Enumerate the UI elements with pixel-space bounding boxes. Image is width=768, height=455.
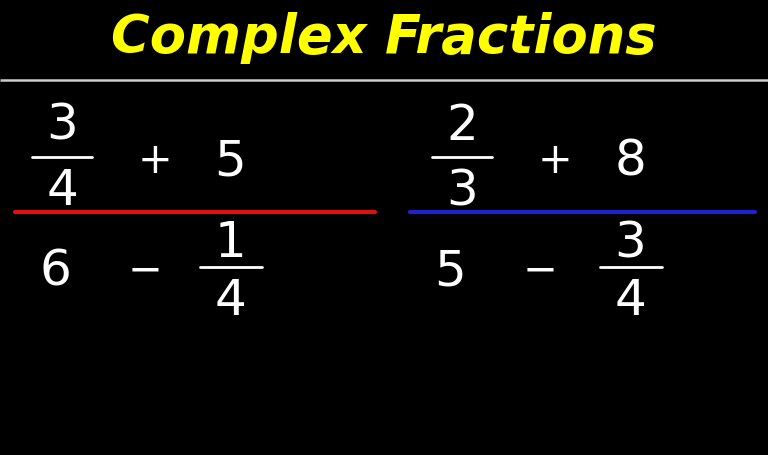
- Text: +: +: [137, 140, 172, 182]
- Text: +: +: [538, 140, 572, 182]
- Text: 2: 2: [446, 102, 478, 150]
- Text: 3: 3: [46, 102, 78, 150]
- Text: 5: 5: [214, 136, 246, 185]
- Text: −: −: [522, 249, 558, 291]
- Text: 4: 4: [614, 276, 646, 324]
- Text: 1: 1: [214, 218, 246, 267]
- Text: Complex Fractions: Complex Fractions: [111, 12, 657, 64]
- Text: 4: 4: [214, 276, 246, 324]
- Text: −: −: [127, 249, 163, 291]
- Text: 6: 6: [39, 247, 71, 294]
- Text: 3: 3: [614, 218, 646, 267]
- Text: 8: 8: [614, 136, 646, 185]
- Text: 3: 3: [446, 167, 478, 214]
- Text: 5: 5: [434, 247, 466, 294]
- Text: 4: 4: [46, 167, 78, 214]
